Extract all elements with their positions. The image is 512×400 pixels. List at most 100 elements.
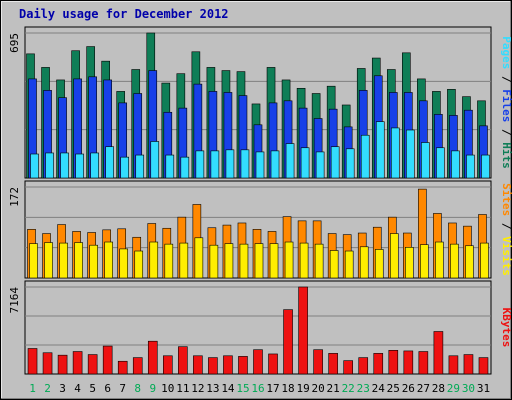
bar-pages-day-15 [240,149,250,179]
day-label-19: 19 [296,382,309,395]
bar-kbytes-day-19 [298,286,308,375]
bar-pages-day-12 [195,150,205,179]
bar-sites-day-5 [89,244,98,279]
legend-pages: Pages [500,36,512,69]
right-legend-label: Pages / Files / Hits [500,36,512,169]
bar-pages-day-18 [285,143,295,179]
day-label-29: 29 [447,382,460,395]
bar-pages-day-21 [330,146,340,179]
day-label-13: 13 [206,382,219,395]
right-legend-label: Sites / Visits [500,183,512,276]
bar-kbytes-day-1 [27,348,38,375]
bar-sites-day-19 [299,242,309,279]
bar-kbytes-day-17 [268,353,278,375]
bar-sites-day-10 [164,243,174,279]
bar-sites-day-16 [254,243,264,279]
bar-kbytes-day-13 [208,357,218,375]
series-sites [29,233,489,279]
bar-kbytes-day-30 [463,354,474,375]
day-label-7: 7 [119,382,126,395]
day-label-8: 8 [134,382,141,395]
bar-pages-day-3 [60,152,69,179]
bar-sites-day-29 [450,243,459,279]
bar-kbytes-day-31 [478,357,489,375]
bar-kbytes-day-22 [343,360,353,375]
bar-pages-day-19 [300,147,310,179]
panel-sites-visits: 172 Sites / Visits [8,180,512,279]
day-label-12: 12 [191,382,204,395]
day-label-9: 9 [149,382,156,395]
day-label-17: 17 [266,382,279,395]
bar-sites-day-13 [209,244,219,279]
bar-sites-day-4 [74,242,83,279]
bar-sites-day-11 [179,242,189,279]
legend-kbytes: KBytes [500,308,512,348]
day-label-4: 4 [74,382,81,395]
bar-kbytes-day-8 [132,357,143,375]
bar-sites-day-1 [29,243,38,279]
day-label-27: 27 [417,382,430,395]
bar-pages-day-9 [150,141,160,179]
bar-pages-day-22 [345,148,355,179]
bar-pages-day-17 [270,150,280,179]
bar-pages-day-20 [315,151,325,179]
bar-kbytes-day-21 [328,353,338,375]
day-label-28: 28 [432,382,445,395]
bar-pages-day-24 [375,121,385,179]
chart-title: Daily usage for December 2012 [19,7,229,21]
y-max-label: 695 [8,33,21,53]
bar-kbytes-day-2 [42,352,53,375]
day-label-22: 22 [342,382,355,395]
day-label-24: 24 [372,382,386,395]
bar-pages-day-2 [45,152,54,179]
bar-pages-day-26 [406,129,415,179]
bar-sites-day-22 [344,250,354,279]
bar-kbytes-day-29 [448,355,459,375]
day-label-15: 15 [236,382,249,395]
bar-pages-day-25 [390,127,400,179]
series-pages [30,121,490,179]
bar-sites-day-3 [59,242,68,279]
bar-sites-day-15 [239,243,249,279]
bar-kbytes-day-3 [57,354,68,375]
bar-kbytes-day-23 [358,357,369,375]
bar-pages-day-10 [165,154,175,179]
bar-pages-day-16 [255,151,265,179]
bar-pages-day-8 [135,154,145,179]
legend-/: / [500,69,512,89]
bar-pages-day-6 [105,146,114,179]
bar-sites-day-26 [405,247,414,279]
legend-hits: Hits [500,142,512,169]
bar-kbytes-day-11 [178,346,188,375]
day-label-25: 25 [387,382,400,395]
legend-sites: Sites [500,183,512,216]
bar-kbytes-day-15 [238,356,248,375]
day-label-18: 18 [281,382,294,395]
series-files [28,70,488,179]
bar-kbytes-day-7 [117,360,128,375]
bar-pages-day-11 [180,156,190,179]
bar-sites-day-31 [480,242,489,279]
day-label-10: 10 [161,382,174,395]
bar-kbytes-day-27 [418,351,429,375]
legend-files: Files [500,89,512,122]
bar-kbytes-day-4 [72,351,83,375]
bar-kbytes-day-6 [102,345,113,375]
day-label-16: 16 [251,382,264,395]
bar-sites-day-18 [284,241,294,279]
legend-/: / [500,216,512,236]
bar-sites-day-12 [194,237,204,279]
bar-pages-day-7 [120,156,130,179]
bar-sites-day-14 [224,243,234,279]
bar-kbytes-day-28 [433,331,444,375]
bar-sites-day-24 [374,249,384,279]
legend-visits: Visits [500,236,512,276]
bar-sites-day-25 [389,233,399,279]
day-label-21: 21 [327,382,340,395]
bar-pages-day-28 [436,147,445,179]
series-kbytes [27,286,489,375]
bar-kbytes-day-9 [147,340,158,375]
day-label-5: 5 [89,382,96,395]
bar-pages-day-14 [225,149,235,179]
